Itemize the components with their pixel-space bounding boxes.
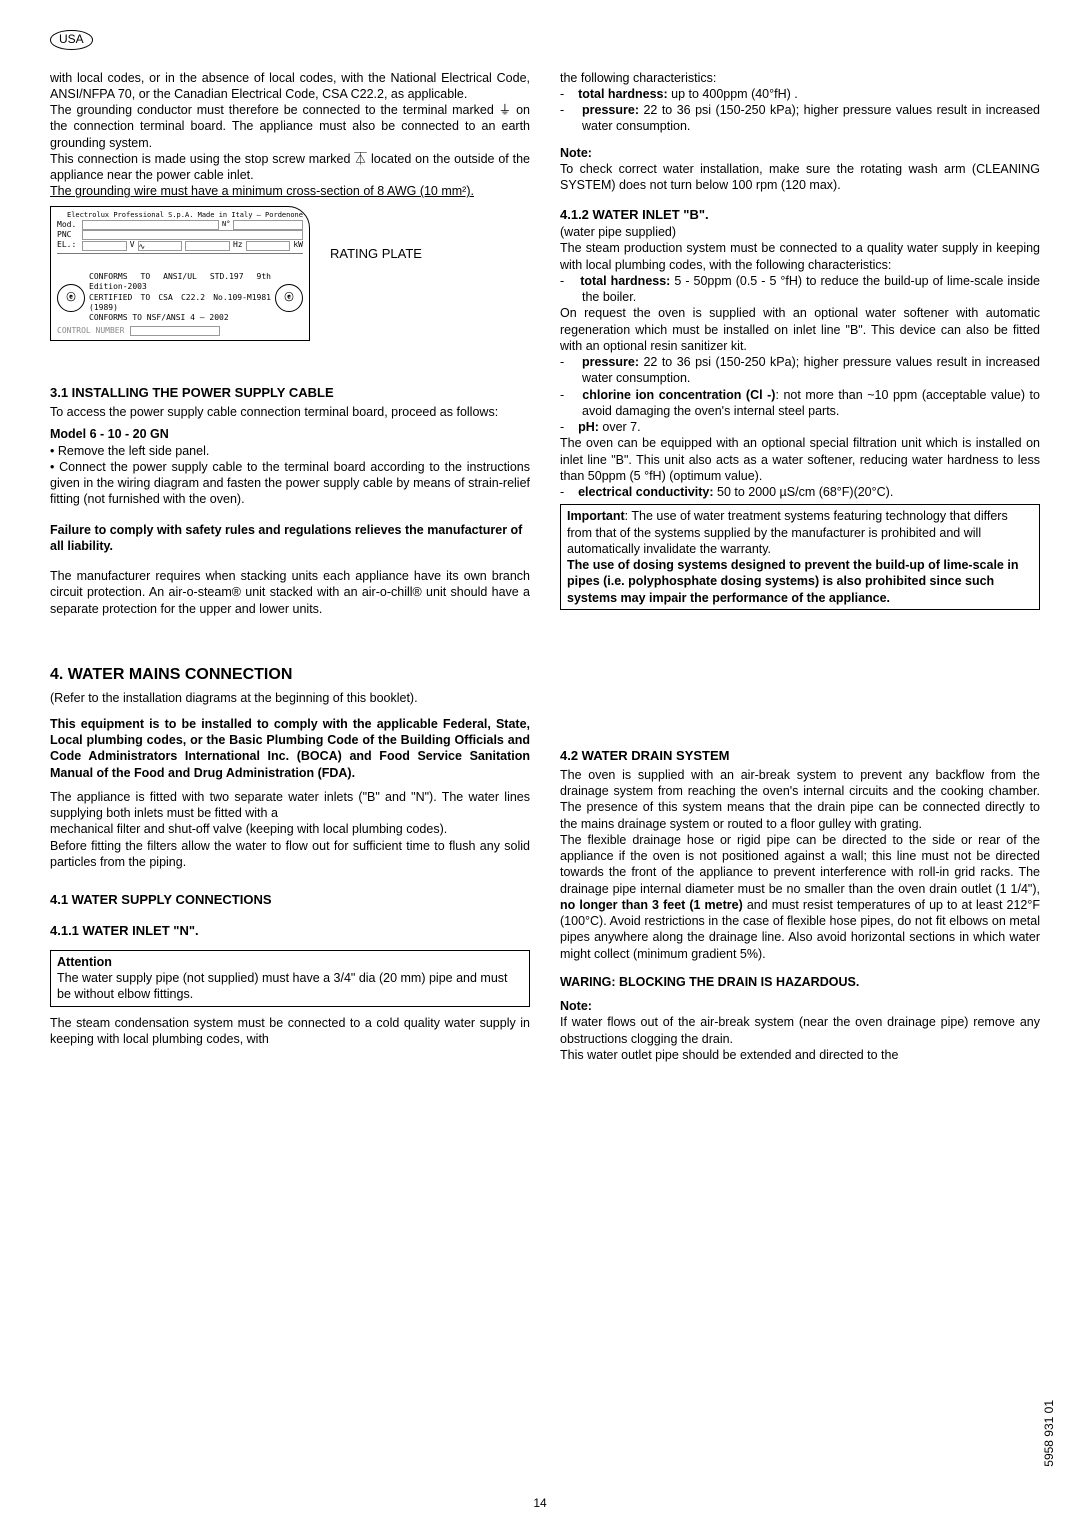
heading-4: 4. WATER MAINS CONNECTION <box>50 665 530 686</box>
cert-logo-icon: ⓔ <box>275 284 303 312</box>
doc-number: 5958 931 01 <box>1042 1400 1058 1467</box>
para: The oven is supplied with an air-break s… <box>560 767 1040 832</box>
note-label: Note: <box>560 998 1040 1014</box>
important-box: Important: The use of water treatment sy… <box>560 504 1040 610</box>
list-item: - pressure: 22 to 36 psi (150-250 kPa); … <box>560 102 1040 135</box>
heading-4-2: 4.2 WATER DRAIN SYSTEM <box>560 748 1040 765</box>
heading-3-1: 3.1 INSTALLING THE POWER SUPPLY CABLE <box>50 385 530 402</box>
list-item: - total hardness: up to 400ppm (40°fH) . <box>560 86 1040 102</box>
para: To access the power supply cable connect… <box>50 404 530 420</box>
plate-cert: CONFORMS TO NSF/ANSI 4 – 2002 <box>89 313 271 323</box>
list-item: - pressure: 22 to 36 psi (150-250 kPa); … <box>560 354 1040 387</box>
warning: Failure to comply with safety rules and … <box>50 522 530 555</box>
para: Before fitting the filters allow the wat… <box>50 838 530 871</box>
para: The appliance is fitted with two separat… <box>50 789 530 822</box>
bullet: • Remove the left side panel. <box>50 443 530 459</box>
list-item: - electrical conductivity: 50 to 2000 µS… <box>560 484 1040 500</box>
plate-cert: CONFORMS TO ANSI/UL STD.197 9th Edition-… <box>89 272 271 293</box>
para: (Refer to the installation diagrams at t… <box>50 690 530 706</box>
warning: WARING: BLOCKING THE DRAIN IS HAZARDOUS. <box>560 974 1040 990</box>
attention-label: Attention <box>57 955 112 969</box>
para: This water outlet pipe should be extende… <box>560 1047 1040 1063</box>
para: The flexible drainage hose or rigid pipe… <box>560 832 1040 962</box>
para: with local codes, or in the absence of l… <box>50 70 530 103</box>
rating-plate-block: Electrolux Professional S.p.A. Made in I… <box>50 206 530 342</box>
list-item: - pH: over 7. <box>560 419 1040 435</box>
para: the following characteristics: <box>560 70 1040 86</box>
para: mechanical filter and shut-off valve (ke… <box>50 821 530 837</box>
para: On request the oven is supplied with an … <box>560 305 1040 354</box>
rating-plate-label: RATING PLATE <box>330 246 422 263</box>
rating-plate: Electrolux Professional S.p.A. Made in I… <box>50 206 310 342</box>
para: The manufacturer requires when stacking … <box>50 568 530 617</box>
plate-ctrl-label: CONTROL NUMBER <box>57 326 124 336</box>
note-label: Note: <box>560 145 1040 161</box>
plate-label: PNC <box>57 230 79 240</box>
attention-text: The water supply pipe (not supplied) mus… <box>57 971 508 1001</box>
para: If water flows out of the air-break syst… <box>560 1014 1040 1047</box>
para: The steam condensation system must be co… <box>50 1015 530 1048</box>
heading-4-1: 4.1 WATER SUPPLY CONNECTIONS <box>50 892 530 909</box>
para: The steam production system must be conn… <box>560 240 1040 273</box>
heading-4-1-1: 4.1.1 WATER INLET "N". <box>50 923 530 940</box>
page-columns: with local codes, or in the absence of l… <box>50 70 1040 1064</box>
list-item: - total hardness: 5 - 50ppm (0.5 - 5 °fH… <box>560 273 1040 306</box>
right-column: the following characteristics: - total h… <box>560 70 1040 1064</box>
plate-label: EL.: <box>57 240 79 250</box>
cert-logo-icon: ⓔ <box>57 284 85 312</box>
plate-label: Mod. <box>57 220 79 230</box>
para: The oven can be equipped with an optiona… <box>560 435 1040 484</box>
para: The grounding conductor must therefore b… <box>50 102 530 151</box>
heading-4-1-2: 4.1.2 WATER INLET "B". <box>560 207 1040 224</box>
page-number: 14 <box>0 1496 1080 1512</box>
para: The grounding wire must have a minimum c… <box>50 183 530 199</box>
para: To check correct water installation, mak… <box>560 161 1040 194</box>
plate-cert: CERTIFIED TO CSA C22.2 No.109-M1981 (198… <box>89 293 271 314</box>
left-column: with local codes, or in the absence of l… <box>50 70 530 1064</box>
para-bold: This equipment is to be installed to com… <box>50 716 530 781</box>
plate-title: Electrolux Professional S.p.A. Made in I… <box>57 211 303 220</box>
bullet: • Connect the power supply cable to the … <box>50 459 530 508</box>
usa-badge: USA <box>50 30 93 50</box>
attention-box: Attention The water supply pipe (not sup… <box>50 950 530 1007</box>
para: This connection is made using the stop s… <box>50 151 530 184</box>
list-item: - chlorine ion concentration (Cl -): not… <box>560 387 1040 420</box>
sub-label: (water pipe supplied) <box>560 224 1040 240</box>
model-heading: Model 6 - 10 - 20 GN <box>50 426 530 442</box>
